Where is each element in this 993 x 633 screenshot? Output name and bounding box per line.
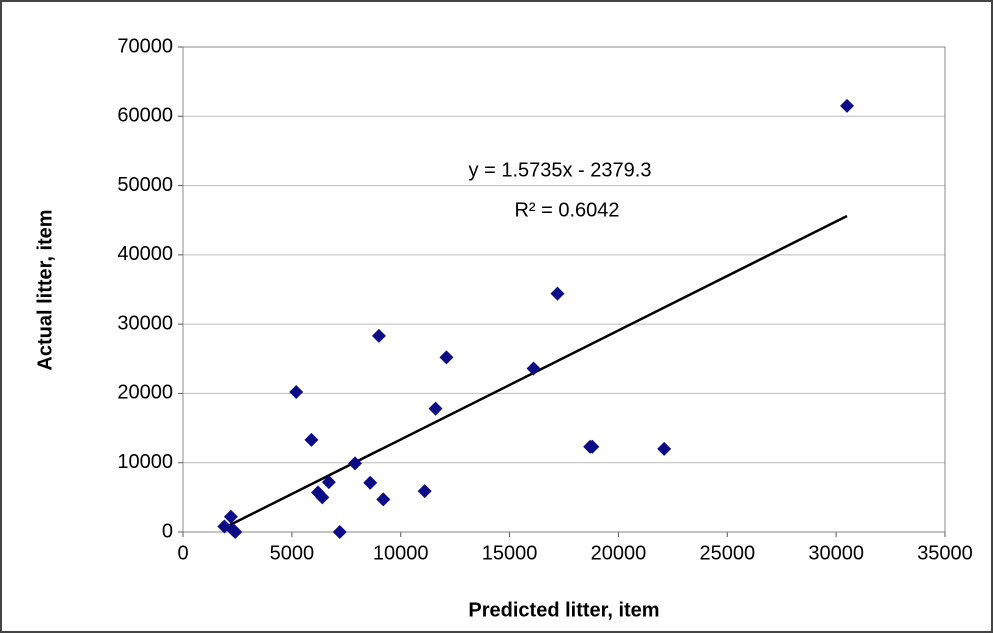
y-tick-label: 10000 (117, 451, 173, 473)
plot-area (182, 46, 946, 533)
x-tick-label: 30000 (808, 542, 864, 564)
y-tick-label: 70000 (117, 35, 173, 57)
point (371, 328, 386, 343)
x-tick-label: 25000 (699, 542, 755, 564)
y-tick-label: 50000 (117, 174, 173, 196)
y-tick-label: 30000 (117, 312, 173, 334)
point (550, 286, 565, 301)
x-tick-label: 10000 (373, 542, 429, 564)
y-tick-label: 20000 (117, 382, 173, 404)
y-tick-label: 40000 (117, 243, 173, 265)
point (289, 385, 304, 400)
point (332, 525, 347, 539)
point (315, 490, 330, 505)
x-tick-label: 35000 (917, 542, 973, 564)
y-tick-label: 60000 (117, 105, 173, 127)
point (526, 361, 541, 376)
point (223, 509, 238, 524)
y-axis-label: Actual litter, item (34, 209, 56, 370)
point (428, 401, 443, 416)
point (840, 98, 855, 113)
point (376, 492, 391, 507)
x-tick-label: 0 (177, 542, 188, 564)
point (363, 475, 378, 490)
x-axis-label: Predicted litter, item (468, 599, 659, 621)
point (417, 484, 432, 499)
point (304, 432, 319, 447)
x-tick-label: 20000 (591, 542, 647, 564)
point (228, 525, 243, 539)
x-tick-label: 15000 (482, 542, 538, 564)
point (321, 475, 336, 490)
x-tick-label: 5000 (270, 542, 315, 564)
annotation: y = 1.5735x - 2379.3 (469, 159, 652, 181)
point (657, 441, 672, 456)
point (347, 456, 362, 471)
point (585, 439, 600, 454)
annotation: R² = 0.6042 (514, 199, 619, 221)
y-tick-label: 0 (162, 520, 173, 542)
point (439, 350, 454, 365)
